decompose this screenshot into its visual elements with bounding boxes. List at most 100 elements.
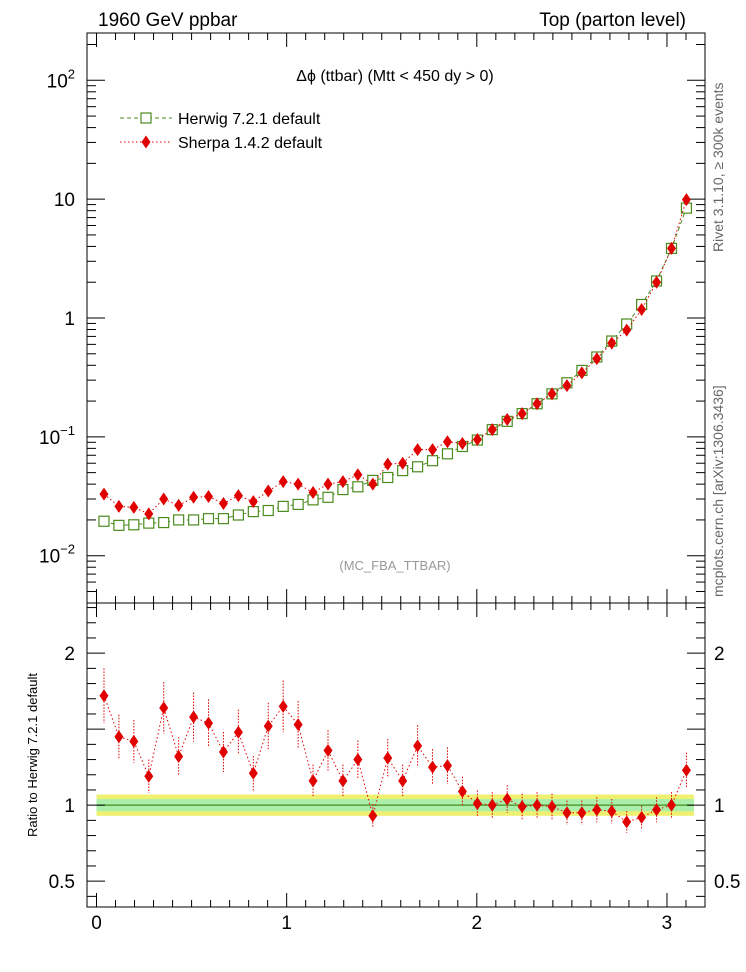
series-sherpa [99, 193, 691, 521]
data-point [114, 730, 124, 744]
data-point [517, 800, 527, 814]
data-point [382, 471, 394, 484]
data-point [308, 486, 318, 500]
data-point [293, 718, 303, 732]
y-tick-label: 0.5 [49, 872, 75, 893]
data-point [502, 792, 512, 806]
data-point [681, 763, 691, 777]
data-point [233, 725, 243, 739]
series-herwig [98, 202, 693, 531]
data-point [232, 509, 244, 521]
data-point [278, 699, 288, 713]
data-point [652, 275, 662, 289]
data-point [547, 387, 557, 401]
data-point [99, 487, 109, 501]
data-point [293, 477, 303, 491]
series-line [103, 695, 687, 823]
legend-item-sherpa: Sherpa 1.4.2 default [120, 135, 323, 152]
data-point [368, 477, 378, 491]
series-line [103, 207, 687, 526]
data-point [323, 743, 333, 757]
data-point [189, 490, 199, 504]
y-tick-label-right: 0.5 [714, 872, 740, 893]
data-point [652, 803, 662, 817]
y-tick-label-exponent: 2 [68, 66, 75, 81]
data-point [114, 499, 124, 513]
data-point [144, 769, 154, 783]
data-point [277, 500, 289, 512]
data-point [99, 689, 109, 703]
data-point [383, 457, 393, 471]
data-point [562, 806, 572, 820]
data-point [681, 193, 691, 207]
data-point [413, 443, 423, 457]
rivet-version-label: Rivet 3.1.10, ≥ 300k events [710, 82, 726, 252]
data-point [129, 734, 139, 748]
data-point [428, 760, 438, 774]
y-tick-label: 10−1 [39, 423, 75, 449]
data-point [308, 774, 318, 788]
y-tick-label-exponent: −2 [60, 542, 75, 557]
data-point [352, 481, 364, 493]
main-plot: 10−2 10−1 1 10 102 Δϕ (ttbar) (Mtt < 450 dy … [39, 32, 706, 604]
ratio-x-axis: 0 1 2 3 [91, 603, 706, 934]
main-series-layer [98, 193, 693, 531]
x-tick-label: 1 [281, 913, 292, 934]
data-point [98, 515, 110, 527]
x-tick-label: 3 [662, 913, 673, 934]
analysis-id-label: (MC_FBA_TTBAR) [339, 558, 450, 573]
data-point [487, 798, 497, 812]
data-point [637, 302, 647, 316]
legend-item-herwig: Herwig 7.2.1 default [120, 111, 321, 128]
legend-marker [141, 135, 151, 149]
data-point [353, 468, 363, 482]
data-point [159, 701, 169, 715]
ratio-plot-frame [86, 602, 706, 908]
chart-title: Δϕ (ttbar) (Mtt < 450 dy > 0) [296, 68, 494, 85]
data-point [368, 809, 378, 823]
data-point [128, 519, 140, 531]
ratio-y-axis: 0.5 0.5 1 1 2 2 [49, 607, 740, 897]
data-point [248, 766, 258, 780]
data-point [607, 804, 617, 818]
data-point [278, 475, 288, 489]
data-point [159, 492, 169, 506]
data-point [666, 241, 676, 255]
data-point [218, 745, 228, 759]
y-tick-label-exponent: −1 [60, 423, 75, 438]
data-point [113, 519, 125, 531]
data-point [666, 798, 676, 812]
ratio-band-layer [96, 794, 694, 816]
data-point [562, 379, 572, 393]
data-point [592, 803, 602, 817]
data-point [412, 461, 424, 473]
data-point [174, 498, 184, 512]
y-tick-label: 1 [64, 309, 75, 330]
x-tick-label: 0 [91, 913, 102, 934]
data-point [428, 443, 438, 457]
data-point [622, 323, 632, 337]
data-point [413, 739, 423, 753]
data-point [442, 435, 452, 449]
y-tick-label: 10 [54, 190, 75, 211]
data-point [532, 798, 542, 812]
ratio-y-axis-title: Ratio to Herwig 7.2.1 default [25, 673, 40, 837]
y-tick-label: 10−2 [39, 542, 75, 568]
data-point [218, 496, 228, 510]
data-point [353, 753, 363, 767]
data-point [204, 716, 214, 730]
data-point [158, 516, 170, 529]
y-tick-label-right: 2 [714, 644, 725, 665]
data-point [547, 800, 557, 814]
ratio-plot: 0.5 0.5 1 1 2 2 0 1 2 3 Ratio to Herwig 7.2.1 de… [25, 602, 740, 934]
y-tick-label-right: 1 [714, 796, 725, 817]
data-point [248, 495, 258, 509]
data-point [442, 759, 452, 773]
data-point [487, 423, 497, 437]
data-point [457, 436, 467, 450]
data-point [338, 475, 348, 489]
data-point [532, 397, 542, 411]
series-sherpa-ratio [99, 668, 691, 833]
data-point [204, 489, 214, 503]
y-tick-label: 102 [47, 66, 75, 92]
